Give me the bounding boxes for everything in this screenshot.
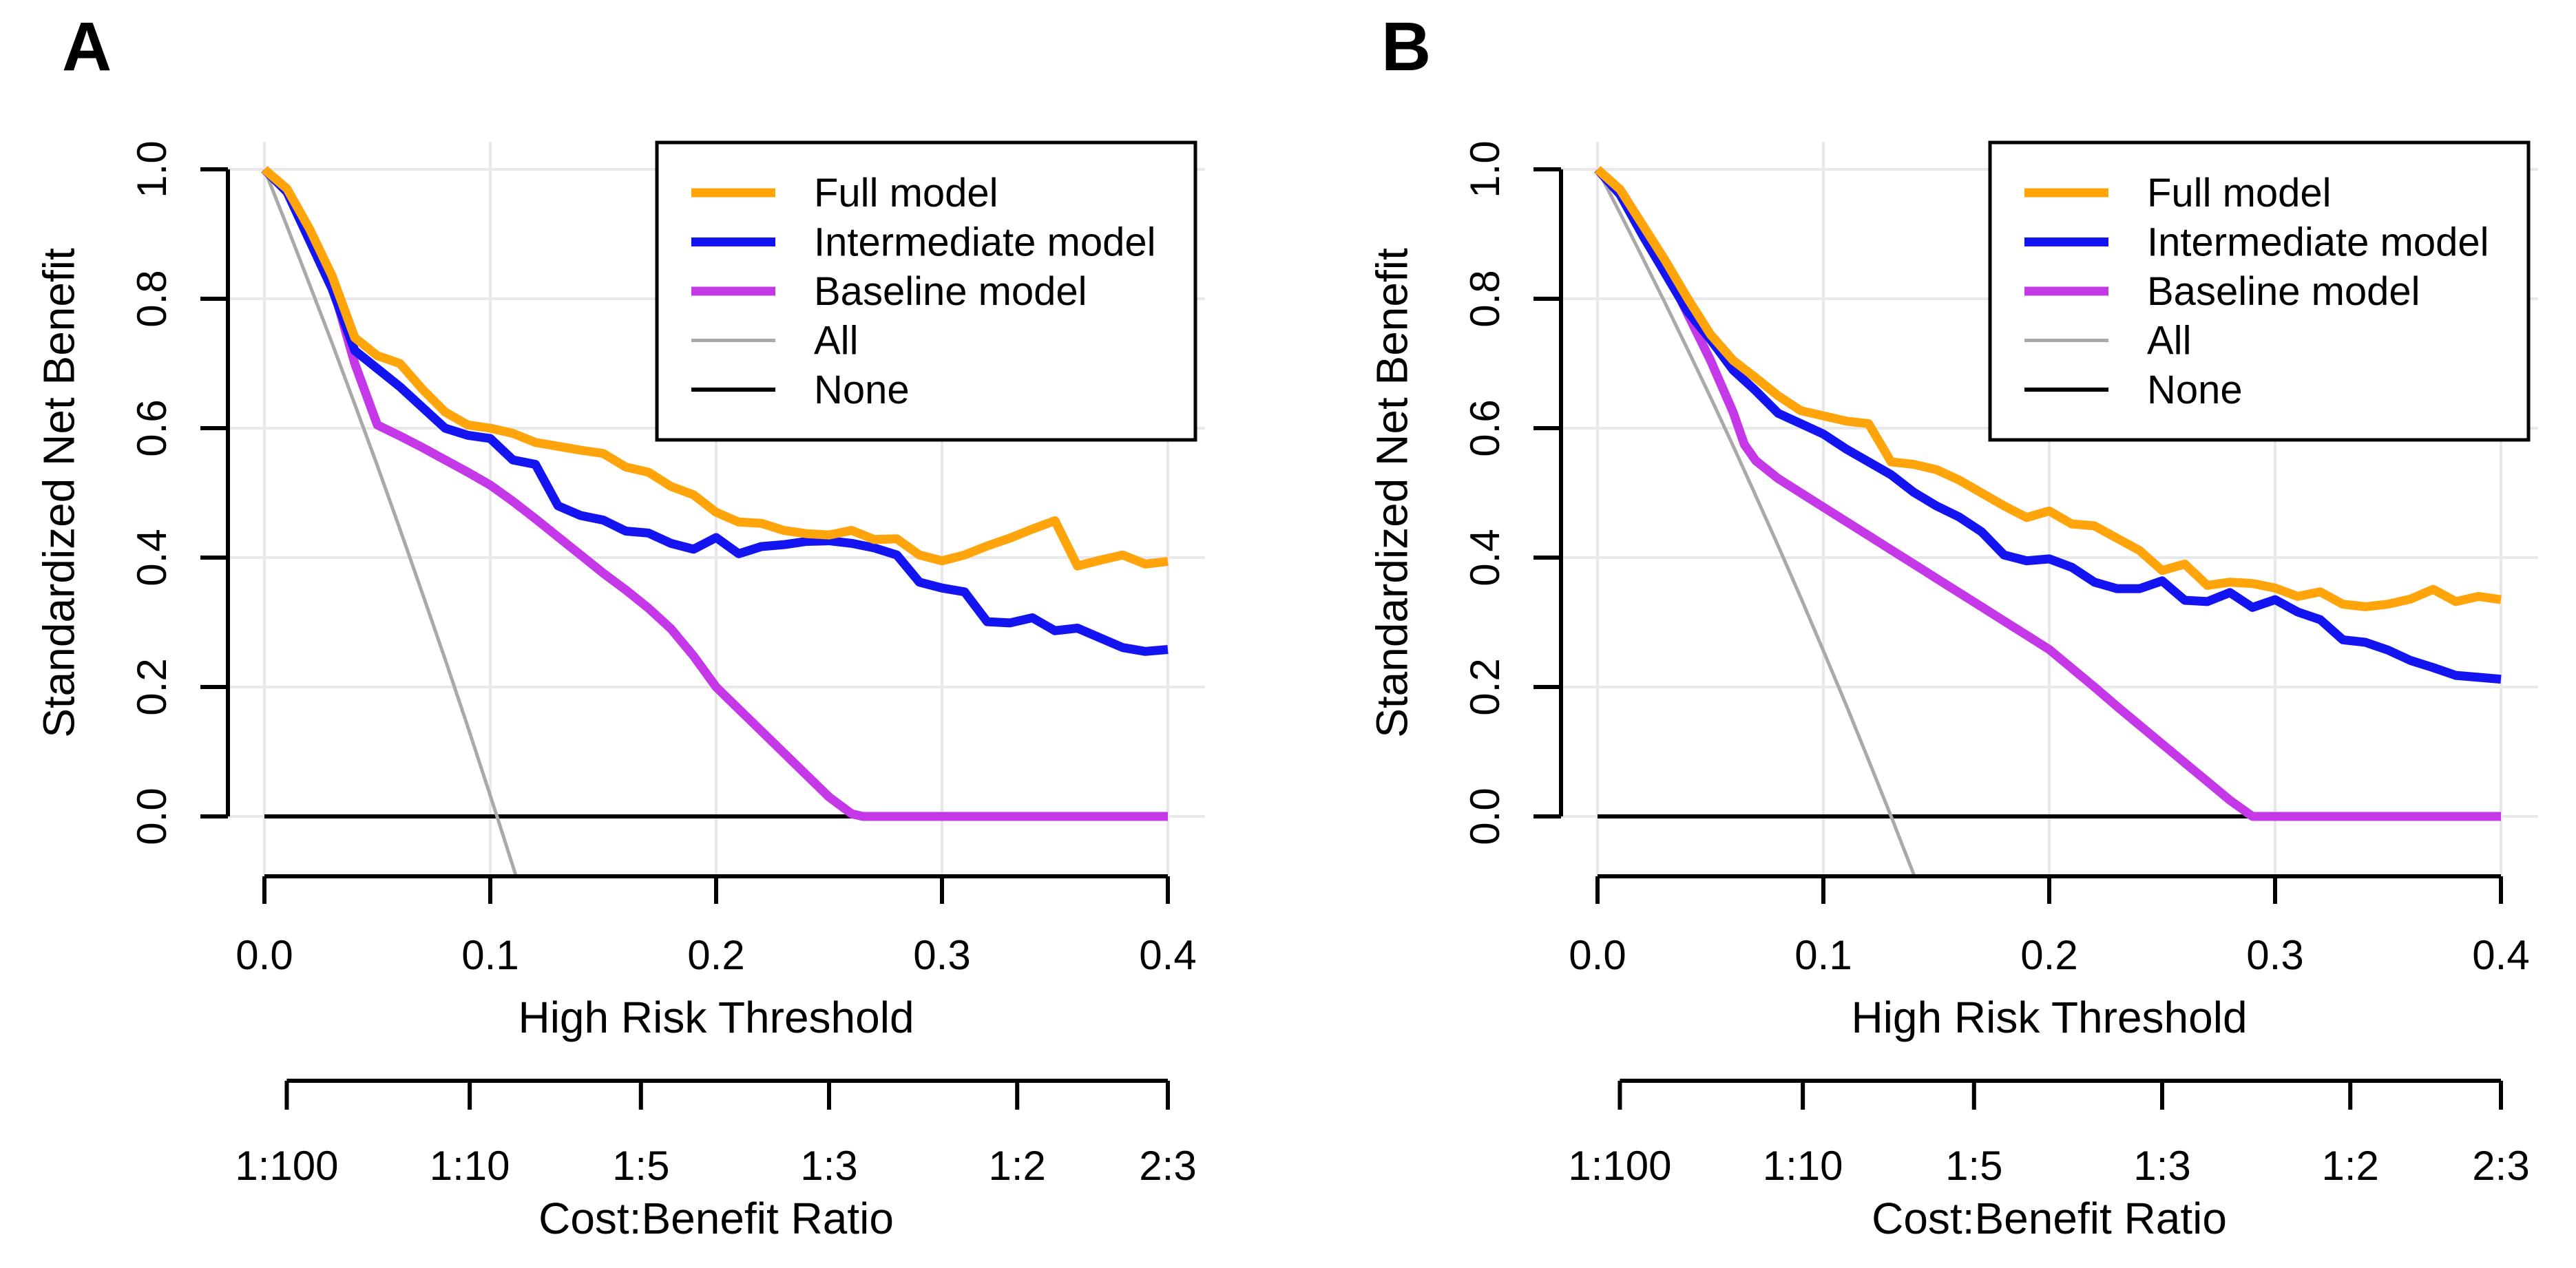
y-tick-label: 0.0 [129, 788, 175, 845]
legend-label-baseline: Baseline model [814, 269, 1087, 314]
x-tick-label: 0.3 [2246, 932, 2303, 978]
y-axis-title: Standardized Net Benefit [1367, 248, 1416, 738]
curve-all [1595, 168, 1916, 878]
cb-tick-label: 1:100 [235, 1143, 338, 1189]
cb-tick-label: 1:10 [430, 1143, 510, 1189]
x-tick-label: 0.1 [461, 932, 519, 978]
y-axis-title: Standardized Net Benefit [34, 248, 83, 738]
cb-tick-label: 2:3 [1139, 1143, 1196, 1189]
y-tick-label: 0.0 [1462, 788, 1508, 845]
curve-intermediate [261, 166, 1169, 656]
x-tick-label: 0.3 [913, 932, 970, 978]
legend-label-full: Full model [814, 171, 998, 215]
legend-label-full: Full model [2147, 171, 2332, 215]
panel-label-b: B [1381, 8, 1432, 85]
y-tick-label: 0.2 [129, 658, 175, 715]
x-axis-title: High Risk Threshold [518, 993, 914, 1042]
x-tick-label: 0.0 [235, 932, 293, 978]
cb-tick-label: 1:5 [612, 1143, 669, 1189]
cb-tick-label: 1:10 [1763, 1143, 1843, 1189]
cb-axis-title: Cost:Benefit Ratio [538, 1194, 894, 1243]
x-tick-label: 0.1 [1794, 932, 1852, 978]
curve-all [262, 169, 519, 878]
y-tick-label: 0.2 [1462, 658, 1508, 715]
legend-label-intermediate: Intermediate model [814, 220, 1155, 265]
legend-label-none: None [2147, 368, 2243, 412]
curve-intermediate [1594, 166, 2502, 684]
y-tick-label: 0.4 [1462, 529, 1508, 586]
y-tick-label: 1.0 [1462, 140, 1508, 198]
panel-label-a: A [62, 8, 112, 85]
cb-tick-label: 1:2 [989, 1143, 1046, 1189]
cb-axis-title: Cost:Benefit Ratio [1872, 1194, 2227, 1243]
y-tick-label: 0.8 [1462, 270, 1508, 327]
cb-tick-label: 1:100 [1568, 1143, 1671, 1189]
x-tick-label: 0.4 [1139, 932, 1196, 978]
cb-tick-label: 2:3 [2472, 1143, 2529, 1189]
x-tick-label: 0.2 [2020, 932, 2077, 978]
y-tick-label: 0.6 [1462, 399, 1508, 456]
curve-full [261, 166, 1169, 571]
legend-label-baseline: Baseline model [2147, 269, 2420, 314]
curve-baseline [1594, 166, 2501, 821]
cb-tick-label: 1:2 [2322, 1143, 2379, 1189]
cb-tick-label: 1:3 [800, 1143, 857, 1189]
x-tick-label: 0.4 [2472, 932, 2529, 978]
x-tick-label: 0.0 [1569, 932, 1626, 978]
y-tick-label: 0.8 [129, 270, 175, 327]
y-tick-label: 0.6 [129, 399, 175, 456]
cb-tick-label: 1:5 [1945, 1143, 2002, 1189]
curve-full [1594, 166, 2502, 611]
legend-label-none: None [814, 368, 910, 412]
cb-tick-label: 1:3 [2133, 1143, 2190, 1189]
x-axis-title: High Risk Threshold [1851, 993, 2247, 1042]
y-tick-label: 0.4 [129, 529, 175, 586]
legend-label-intermediate: Intermediate model [2147, 220, 2489, 265]
x-tick-label: 0.2 [687, 932, 744, 978]
y-tick-label: 1.0 [129, 140, 175, 198]
curve-baseline [261, 166, 1168, 821]
legend-label-all: All [814, 319, 858, 363]
legend-label-all: All [2147, 319, 2191, 363]
